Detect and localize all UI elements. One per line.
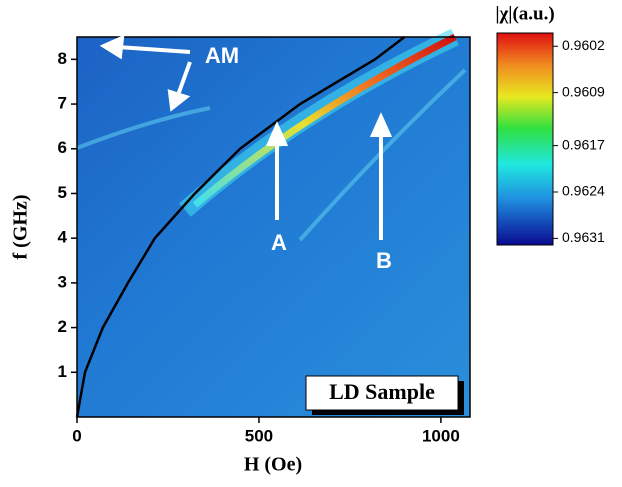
heatmap-band <box>192 33 457 208</box>
colorbar-tick-label: 0.9602 <box>562 37 605 53</box>
annotation: A <box>271 230 287 255</box>
x-tick-label: 1000 <box>422 426 460 445</box>
annotation: LD Sample <box>329 379 435 404</box>
x-axis-label: H (Oe) <box>244 454 302 476</box>
arrows <box>99 34 393 240</box>
y-tick-label: 8 <box>58 49 67 68</box>
y-tick-label: 7 <box>58 94 67 113</box>
y-tick-label: 5 <box>58 183 67 202</box>
plot-frame <box>76 36 471 418</box>
y-axis-label: f (GHz) <box>10 195 32 260</box>
x-tick-label: 0 <box>72 426 81 445</box>
colorbar-tick-label: 0.9609 <box>562 83 605 99</box>
label-box <box>305 375 459 411</box>
annotation: AM <box>205 43 239 68</box>
heatmap <box>77 37 470 417</box>
heatmap-band <box>76 106 211 150</box>
colorbar <box>496 32 554 246</box>
y-tick-label: 2 <box>58 317 67 336</box>
fit-line <box>75 36 406 418</box>
plot-area <box>75 36 406 418</box>
y-tick-label: 4 <box>58 228 68 247</box>
colorbar-tick-label: 0.9617 <box>562 136 605 152</box>
y-tick-label: 3 <box>58 272 67 291</box>
colorbar-tick-label: 0.9624 <box>562 183 605 199</box>
colorbar-tick-label: 0.9631 <box>562 229 605 245</box>
x-tick-label: 500 <box>245 426 273 445</box>
y-tick-label: 6 <box>58 138 67 157</box>
colorbar-label: |χ|(a.u.) <box>495 3 554 24</box>
annotation: B <box>376 248 392 273</box>
y-tick-label: 1 <box>58 362 67 381</box>
